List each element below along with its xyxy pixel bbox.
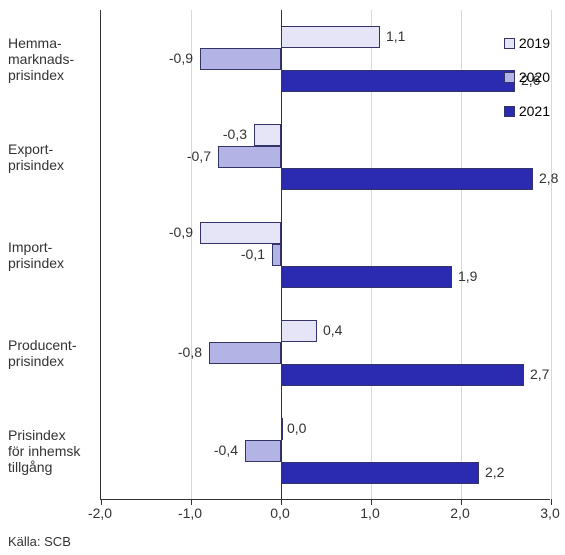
legend-swatch — [504, 38, 515, 49]
bar — [281, 418, 283, 440]
x-axis-label: 0,0 — [270, 505, 289, 521]
bar — [281, 168, 533, 190]
legend-label: 2019 — [519, 35, 550, 51]
bar-value-label: 2,7 — [530, 366, 549, 382]
bar-value-label: 1,1 — [386, 28, 405, 44]
x-axis-label: 3,0 — [540, 505, 559, 521]
legend-item: 2019 — [504, 35, 550, 51]
legend-label: 2021 — [519, 103, 550, 119]
bar — [218, 146, 281, 168]
bar-value-label: -0,9 — [169, 50, 193, 66]
x-axis-label: -2,0 — [88, 505, 112, 521]
bar — [281, 364, 524, 386]
legend-swatch — [504, 72, 515, 83]
plot-area: 1,1-0,92,6-0,3-0,72,8-0,9-0,11,90,4-0,82… — [100, 10, 550, 500]
category-label: Export-prisindex — [0, 141, 95, 173]
bar — [281, 266, 452, 288]
bar-value-label: 2,2 — [485, 464, 504, 480]
category-label: Hemma-marknads-prisindex — [0, 35, 95, 83]
bar-value-label: -0,1 — [241, 246, 265, 262]
legend-label: 2020 — [519, 69, 550, 85]
chart-container: 1,1-0,92,6-0,3-0,72,8-0,9-0,11,90,4-0,82… — [0, 0, 565, 555]
bar — [209, 342, 281, 364]
legend-item: 2021 — [504, 103, 550, 119]
bar — [281, 26, 380, 48]
bar — [254, 124, 281, 146]
bar-value-label: 0,4 — [323, 322, 342, 338]
x-axis-label: -1,0 — [178, 505, 202, 521]
legend-swatch — [504, 106, 515, 117]
category-label: Producent-prisindex — [0, 337, 95, 369]
bar-value-label: 0,0 — [287, 420, 306, 436]
category-label: Import-prisindex — [0, 239, 95, 271]
bar — [200, 222, 281, 244]
bar — [245, 440, 281, 462]
bar — [200, 48, 281, 70]
bar — [281, 462, 479, 484]
bar-value-label: -0,9 — [169, 224, 193, 240]
bar-value-label: -0,8 — [178, 344, 202, 360]
bar-value-label: 2,8 — [539, 170, 558, 186]
x-axis-label: 1,0 — [360, 505, 379, 521]
bar-value-label: 1,9 — [458, 268, 477, 284]
category-label: Prisindexför inhemsktillgång — [0, 427, 95, 475]
bar-value-label: -0,3 — [223, 126, 247, 142]
bar — [281, 320, 317, 342]
gridline — [551, 10, 552, 499]
bar-value-label: -0,4 — [214, 442, 238, 458]
bar-value-label: -0,7 — [187, 148, 211, 164]
x-axis-label: 2,0 — [450, 505, 469, 521]
gridline — [191, 10, 192, 499]
bar — [272, 244, 281, 266]
bar — [281, 70, 515, 92]
legend-item: 2020 — [504, 69, 550, 85]
source-text: Källa: SCB — [8, 534, 71, 549]
legend: 2019 2020 2021 — [504, 35, 550, 137]
